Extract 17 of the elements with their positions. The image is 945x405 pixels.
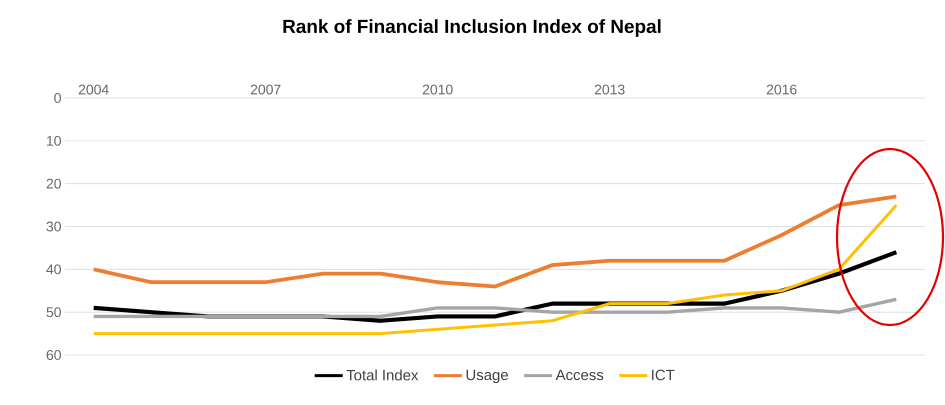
legend-label: Usage: [466, 370, 508, 384]
y-tick-label: 60: [46, 350, 61, 360]
y-tick-label: 50: [46, 307, 61, 318]
y-tick-label: 0: [54, 93, 61, 103]
legend-label: Access: [556, 370, 604, 380]
chart-title: Rank of Financial Inclusion Index of Nepal: [283, 19, 661, 37]
x-tick-label: 2016: [766, 84, 797, 94]
y-tick-label: 40: [46, 264, 61, 274]
x-tick-label: 2013: [594, 84, 625, 94]
x-tick-label: 2004: [78, 84, 109, 94]
y-tick-label: 20: [46, 178, 61, 189]
y-tick-label: 30: [46, 222, 61, 232]
x-tick-label: 2007: [250, 84, 280, 94]
legend-label: Total Index: [346, 369, 418, 380]
x-tick-label: 2010: [422, 84, 453, 94]
y-tick-label: 10: [47, 136, 61, 146]
legend-label: ICT: [652, 370, 674, 380]
